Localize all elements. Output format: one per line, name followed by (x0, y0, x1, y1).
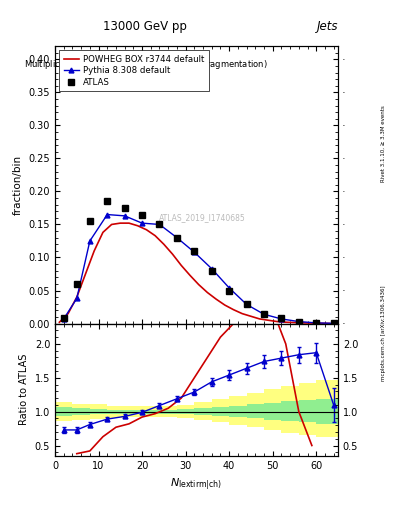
Text: Multiplicity $\lambda\_0^0$ (charged only) (ATLAS jet fragmentation): Multiplicity $\lambda\_0^0$ (charged onl… (24, 57, 267, 72)
POWHEG BOX r3744 default (283, 319, 288, 325)
Pythia 8.308 default (244, 302, 249, 308)
ATLAS (74, 281, 79, 287)
POWHEG BOX r3744 default (83, 271, 88, 277)
Pythia 8.308 default (140, 220, 145, 226)
POWHEG BOX r3744 default (187, 272, 192, 279)
POWHEG BOX r3744 default (266, 317, 271, 323)
Y-axis label: fraction/bin: fraction/bin (13, 155, 23, 215)
POWHEG BOX r3744 default (57, 319, 62, 325)
POWHEG BOX r3744 default (222, 302, 227, 308)
ATLAS (331, 320, 336, 326)
POWHEG BOX r3744 default (240, 311, 244, 317)
Text: Jets: Jets (316, 20, 338, 33)
ATLAS (192, 248, 196, 254)
Pythia 8.308 default (331, 321, 336, 327)
ATLAS (314, 320, 319, 326)
POWHEG BOX r3744 default (92, 248, 97, 254)
X-axis label: $N_{\rm lextirm|ch)}$: $N_{\rm lextirm|ch)}$ (171, 476, 222, 492)
POWHEG BOX r3744 default (144, 227, 149, 233)
POWHEG BOX r3744 default (162, 241, 166, 247)
Pythia 8.308 default (227, 285, 231, 291)
POWHEG BOX r3744 default (101, 229, 105, 236)
ATLAS (140, 211, 145, 218)
Pythia 8.308 default (174, 234, 179, 241)
POWHEG BOX r3744 default (205, 289, 210, 295)
Line: Pythia 8.308 default: Pythia 8.308 default (61, 212, 336, 326)
Pythia 8.308 default (262, 311, 266, 317)
ATLAS (296, 318, 301, 325)
POWHEG BOX r3744 default (135, 223, 140, 229)
Pythia 8.308 default (88, 238, 92, 244)
Y-axis label: Ratio to ATLAS: Ratio to ATLAS (19, 354, 29, 425)
POWHEG BOX r3744 default (196, 282, 201, 288)
POWHEG BOX r3744 default (109, 221, 114, 227)
ATLAS (227, 287, 231, 293)
Pythia 8.308 default (192, 249, 196, 255)
ATLAS (157, 221, 162, 227)
Pythia 8.308 default (105, 211, 110, 218)
POWHEG BOX r3744 default (179, 262, 184, 268)
Legend: POWHEG BOX r3744 default, Pythia 8.308 default, ATLAS: POWHEG BOX r3744 default, Pythia 8.308 d… (59, 50, 209, 91)
ATLAS (279, 315, 284, 322)
ATLAS (122, 205, 127, 211)
Pythia 8.308 default (74, 295, 79, 302)
POWHEG BOX r3744 default (292, 319, 297, 326)
POWHEG BOX r3744 default (301, 320, 305, 326)
POWHEG BOX r3744 default (327, 321, 332, 327)
Pythia 8.308 default (279, 316, 284, 322)
POWHEG BOX r3744 default (118, 220, 123, 226)
Text: mcplots.cern.ch [arXiv:1306.3436]: mcplots.cern.ch [arXiv:1306.3436] (381, 285, 386, 380)
Text: ATLAS_2019_I1740685: ATLAS_2019_I1740685 (159, 214, 246, 223)
POWHEG BOX r3744 default (74, 294, 79, 300)
POWHEG BOX r3744 default (127, 220, 131, 226)
POWHEG BOX r3744 default (275, 318, 279, 325)
Pythia 8.308 default (296, 318, 301, 325)
Pythia 8.308 default (122, 213, 127, 219)
POWHEG BOX r3744 default (231, 307, 236, 313)
ATLAS (262, 311, 266, 317)
Line: POWHEG BOX r3744 default: POWHEG BOX r3744 default (59, 223, 329, 324)
Text: Rivet 3.1.10, ≥ 3.3M events: Rivet 3.1.10, ≥ 3.3M events (381, 105, 386, 182)
POWHEG BOX r3744 default (248, 313, 253, 319)
Pythia 8.308 default (157, 221, 162, 227)
ATLAS (88, 218, 92, 224)
POWHEG BOX r3744 default (153, 232, 158, 239)
ATLAS (244, 301, 249, 307)
Text: 13000 GeV pp: 13000 GeV pp (103, 20, 187, 33)
Pythia 8.308 default (209, 266, 214, 272)
POWHEG BOX r3744 default (257, 316, 262, 322)
Line: ATLAS: ATLAS (61, 199, 336, 326)
ATLAS (61, 315, 66, 322)
POWHEG BOX r3744 default (170, 251, 175, 257)
Pythia 8.308 default (61, 316, 66, 322)
ATLAS (174, 234, 179, 241)
ATLAS (209, 268, 214, 274)
ATLAS (105, 198, 110, 204)
POWHEG BOX r3744 default (66, 311, 70, 317)
POWHEG BOX r3744 default (310, 320, 314, 326)
POWHEG BOX r3744 default (318, 320, 323, 326)
Pythia 8.308 default (314, 320, 319, 326)
POWHEG BOX r3744 default (214, 296, 219, 302)
